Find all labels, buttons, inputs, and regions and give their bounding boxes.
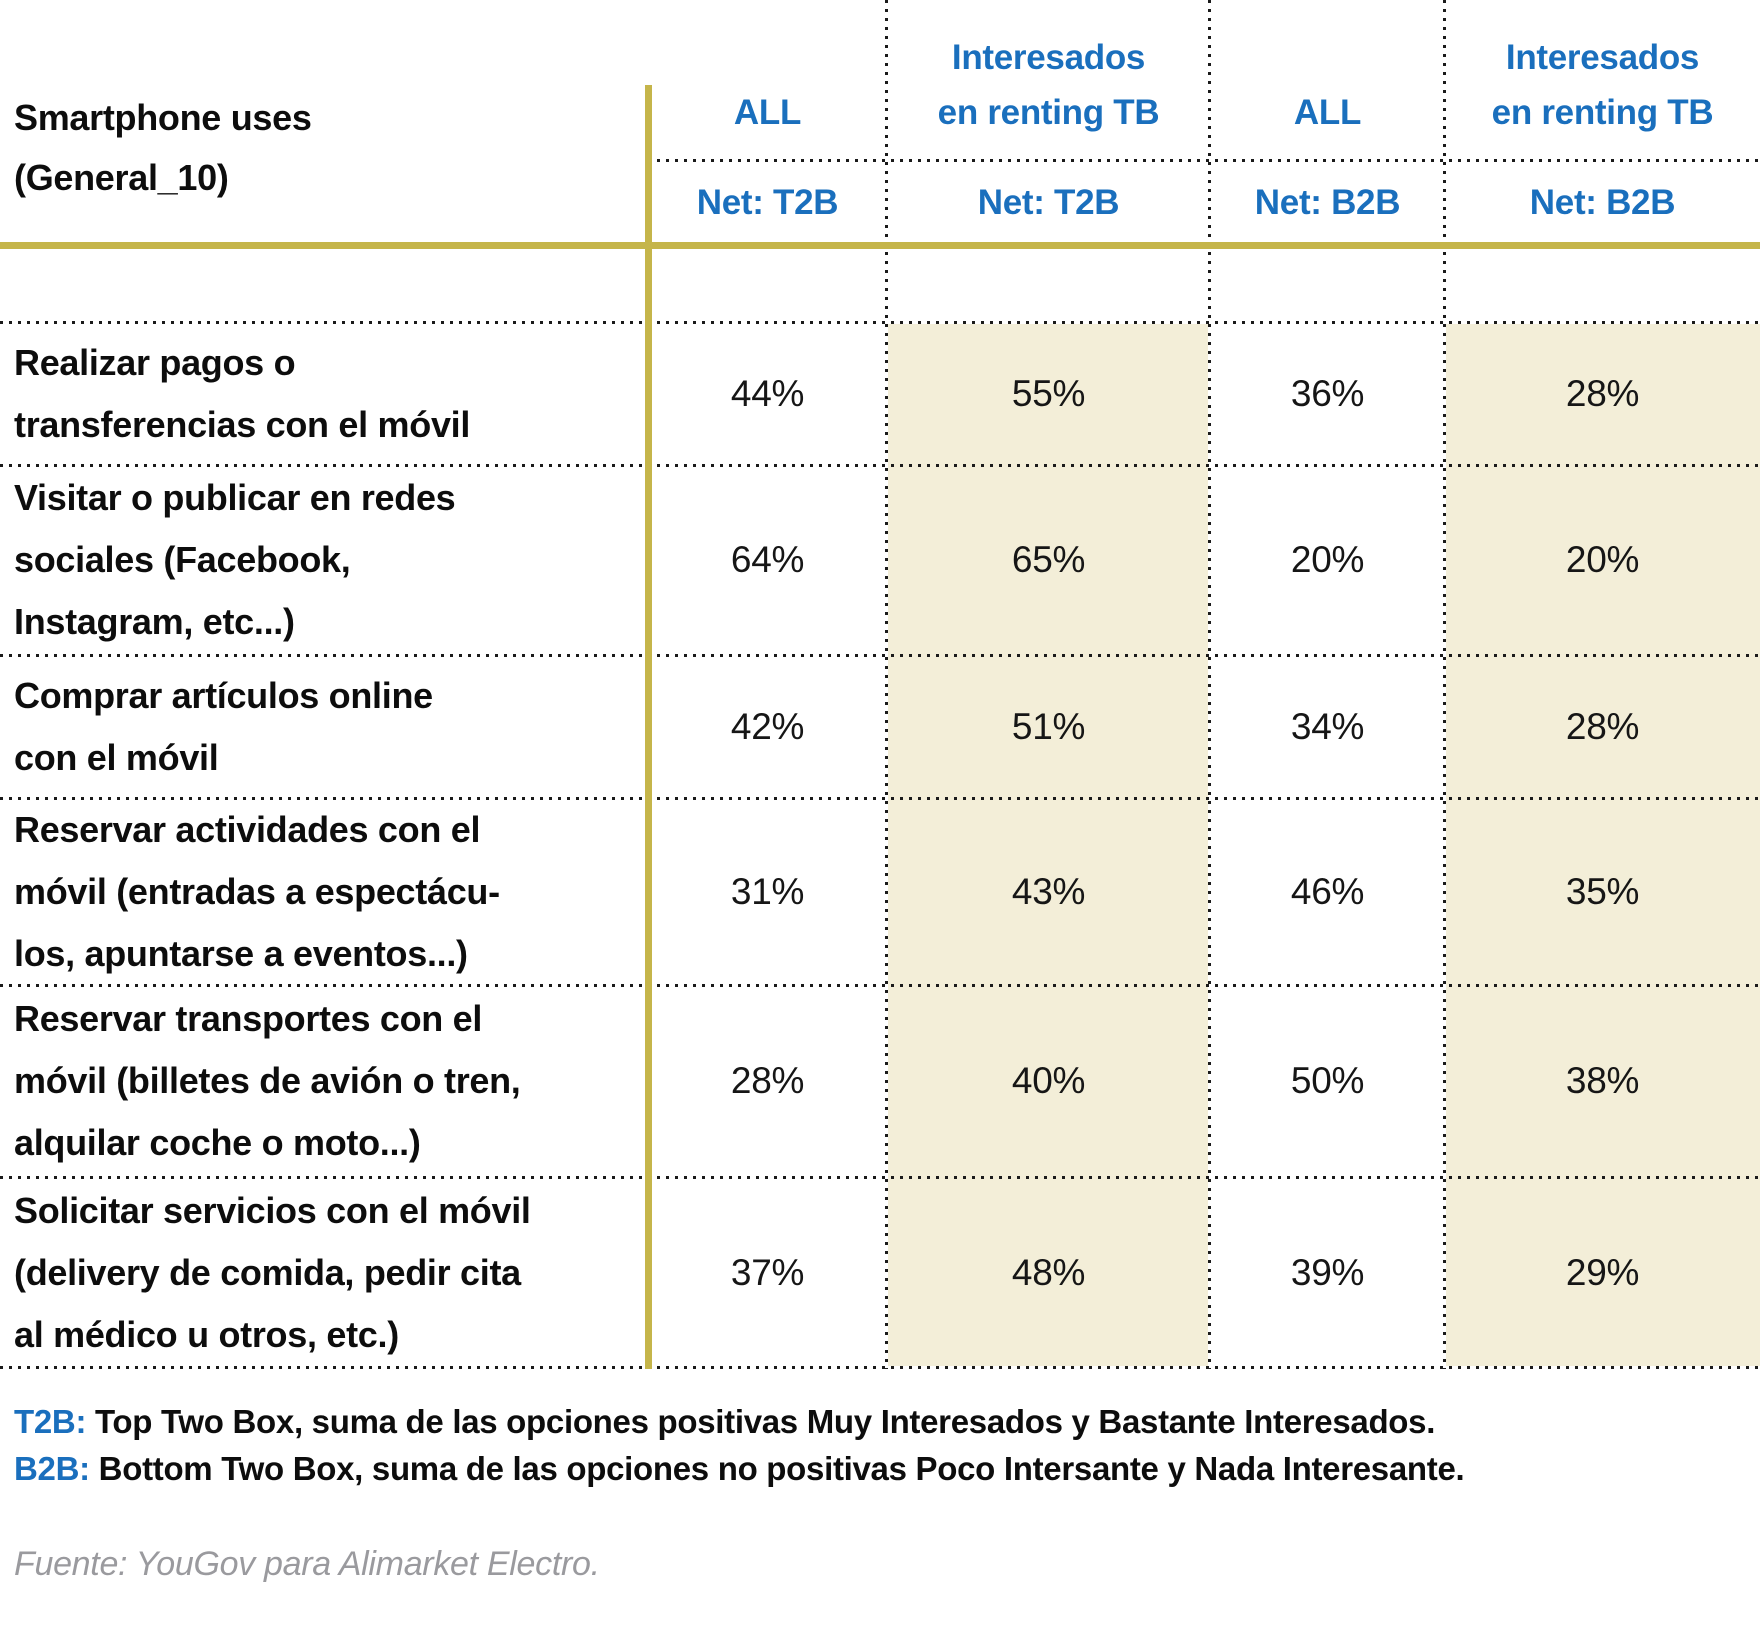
cell-value: 42% xyxy=(730,705,805,747)
net-header-b2b-2: Net: B2B xyxy=(1529,182,1676,222)
row-label: Realizar pagos o transferencias con el m… xyxy=(14,341,471,445)
cell-value: 65% xyxy=(1011,539,1086,580)
highlight-band-renting-t2b xyxy=(888,324,1208,1366)
header-divider xyxy=(648,159,1760,162)
column-divider-1 xyxy=(885,0,888,1369)
net-header-t2b-1: Net: T2B xyxy=(696,182,839,222)
net-header-t2b-2: Net: T2B xyxy=(977,182,1120,222)
data-table: Smartphone uses (General_10) ALL Interes… xyxy=(0,0,1714,1355)
footnote-b2b-label: B2B: xyxy=(14,1450,90,1487)
cell-value: 20% xyxy=(1565,539,1640,580)
row-divider-0 xyxy=(0,321,1760,324)
cell-value: 55% xyxy=(1011,372,1086,414)
cell-value: 29% xyxy=(1565,1252,1640,1293)
cell-value: 40% xyxy=(1011,1060,1086,1101)
footnote-b2b: B2B: Bottom Two Box, suma de las opcione… xyxy=(14,1445,1744,1492)
cell-value: 28% xyxy=(730,1060,805,1101)
cell-value: 38% xyxy=(1565,1060,1640,1101)
highlight-band-renting-b2b xyxy=(1446,324,1760,1366)
row-divider-1 xyxy=(0,464,1760,467)
row-divider-4 xyxy=(0,984,1760,987)
table-title-line2: (General_10) xyxy=(14,156,229,198)
row-label: Solicitar servicios con el móvil (delive… xyxy=(14,1190,531,1355)
cell-value: 36% xyxy=(1290,372,1365,414)
column-divider-3 xyxy=(1443,0,1446,1369)
cell-value: 44% xyxy=(730,372,805,414)
header-rule xyxy=(0,242,1760,249)
row-label: Comprar artículos online con el móvil xyxy=(14,674,433,778)
row-divider-2 xyxy=(0,654,1760,657)
cell-value: 34% xyxy=(1290,705,1365,747)
footnote-t2b-label: T2B: xyxy=(14,1403,87,1440)
cell-value: 39% xyxy=(1290,1252,1365,1293)
column-header-all-b2b: ALL xyxy=(1293,93,1362,132)
cell-value: 46% xyxy=(1290,870,1365,912)
cell-value: 20% xyxy=(1290,539,1365,580)
cell-value: 31% xyxy=(730,870,805,912)
cell-value: 48% xyxy=(1011,1252,1086,1293)
label-column-rule xyxy=(645,85,652,1369)
source-credit: Fuente: YouGov para Alimarket Electro. xyxy=(14,1545,600,1583)
column-header-all-t2b: ALL xyxy=(733,93,802,132)
column-header-renting-b2b: Interesados en renting TB xyxy=(1491,38,1714,132)
table-title: Smartphone uses (General_10) xyxy=(0,0,648,245)
table-title-line1: Smartphone uses xyxy=(14,97,312,139)
cell-value: 28% xyxy=(1565,705,1640,747)
cell-value: 28% xyxy=(1565,372,1640,414)
column-divider-2 xyxy=(1208,0,1211,1369)
footnotes: T2B: Top Two Box, suma de las opciones p… xyxy=(14,1398,1744,1492)
cell-value: 51% xyxy=(1011,705,1086,747)
footnote-t2b-text: Top Two Box, suma de las opciones positi… xyxy=(86,1403,1436,1440)
cell-value: 37% xyxy=(730,1252,805,1293)
footnote-t2b: T2B: Top Two Box, suma de las opciones p… xyxy=(14,1398,1744,1445)
row-label: Reservar transportes con el móvil (bille… xyxy=(14,998,521,1163)
row-label: Visitar o publicar en redes sociales (Fa… xyxy=(14,477,456,642)
cell-value: 35% xyxy=(1565,870,1640,912)
table-bottom-divider xyxy=(0,1366,1760,1369)
cell-value: 64% xyxy=(730,539,805,580)
column-header-renting-t2b: Interesados en renting TB xyxy=(937,38,1160,132)
row-divider-5 xyxy=(0,1176,1760,1179)
row-label: Reservar actividades con el móvil (entra… xyxy=(14,808,500,974)
net-header-b2b-1: Net: B2B xyxy=(1254,182,1401,222)
row-divider-3 xyxy=(0,797,1760,800)
cell-value: 43% xyxy=(1011,870,1086,912)
cell-value: 50% xyxy=(1290,1060,1365,1101)
footnote-b2b-text: Bottom Two Box, suma de las opciones no … xyxy=(89,1450,1465,1487)
